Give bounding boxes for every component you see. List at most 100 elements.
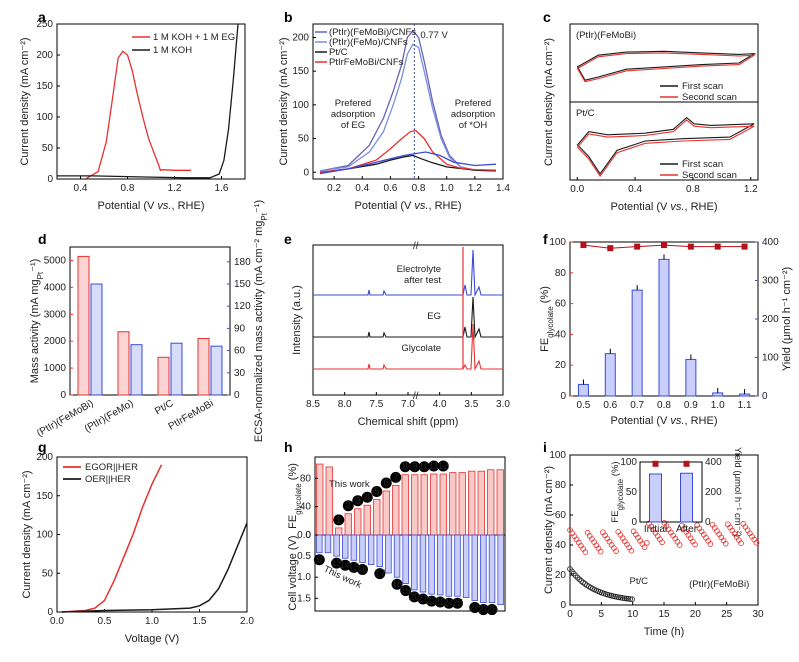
fe-bar <box>382 490 390 536</box>
y-tick-label: 1000 <box>44 363 67 374</box>
cv-loop-first <box>576 116 755 175</box>
fe-bar <box>458 472 466 536</box>
ref-number: 12 <box>438 461 450 472</box>
inset-y-tick-right: 0 <box>705 517 711 528</box>
y-tick-label: 300 <box>762 276 779 287</box>
ref-number: 14 <box>340 560 352 571</box>
voltage-bar <box>462 534 470 598</box>
voltage-bar <box>411 534 418 591</box>
y-tick-label: 200 <box>762 314 779 325</box>
series-line-red <box>61 464 163 613</box>
y-axis-label-right: ECSA-normalized mass activity (mA cm⁻² m… <box>253 200 269 442</box>
stability-point-ptc <box>576 576 583 583</box>
plot-frame-d <box>69 246 231 396</box>
x-tick-label: 0.0 <box>570 184 584 195</box>
bar-yield <box>577 383 589 397</box>
legend-entry: OER||HER <box>85 474 131 485</box>
stability-point-ptir <box>659 539 665 546</box>
stability-point-ptc <box>625 595 632 602</box>
x-tick-label: 4.0 <box>433 399 447 410</box>
stability-point-ptir <box>753 539 760 546</box>
trace-label: Glycolate <box>401 343 441 354</box>
ref-number: 9 <box>317 555 323 566</box>
ref-number: 23 <box>435 597 447 608</box>
stability-point-ptir <box>738 540 744 546</box>
y-tick-label: 5000 <box>44 255 67 266</box>
x-tick-label: 0.9 <box>684 400 698 411</box>
voltage-bar <box>471 534 478 601</box>
x-tick-label: 1.1 <box>738 400 752 411</box>
x-tick-label: 7.5 <box>369 399 383 410</box>
inset-fe-marker <box>683 460 690 467</box>
inset-y-tick-left: 100 <box>620 457 637 468</box>
y-tick-label: 60 <box>555 510 567 521</box>
series-line-purple <box>319 29 497 172</box>
legend-entry: Second scan <box>682 170 737 181</box>
y-tick-label: 100 <box>549 237 566 248</box>
bar-yield <box>712 392 724 397</box>
fe-bar <box>325 466 333 536</box>
stability-point-ptir <box>692 541 698 548</box>
y-tick-label: 150 <box>36 81 53 92</box>
ref-number: 1 <box>336 515 342 526</box>
bar-mass-activity <box>77 255 90 396</box>
inset-category-label: Initial <box>644 524 667 535</box>
trace-label: after test <box>404 275 441 286</box>
y-tick-label: 100 <box>762 353 779 364</box>
bar-yield <box>685 358 697 397</box>
y-tick-label: 50 <box>42 143 54 154</box>
ref-number: 4 <box>364 492 370 503</box>
fe-bar <box>363 504 371 536</box>
y-tick-label: 100 <box>292 100 309 111</box>
y-tick-label: 2000 <box>44 336 67 347</box>
fe-bar <box>392 484 400 536</box>
fe-bar <box>373 499 381 536</box>
y-tick-label: 0 <box>762 391 768 402</box>
bar-yield <box>658 258 670 397</box>
y-tick-label: 80 <box>300 473 312 484</box>
x-tick-label: 0.0 <box>50 616 64 627</box>
y-tick-label: 200 <box>36 50 53 61</box>
nmr-trace-black <box>313 296 503 340</box>
fe-line <box>583 244 745 249</box>
y-tick-label: 4000 <box>44 282 67 293</box>
ref-number: 19 <box>400 586 412 597</box>
x-tick-label: 15 <box>658 609 670 620</box>
voltage-bar <box>333 534 340 557</box>
y-tick-label: 50 <box>42 568 54 579</box>
fe-bar <box>439 473 447 536</box>
plot-frame-h-bottom <box>314 534 506 612</box>
bar-yield <box>604 353 616 397</box>
y-axis-label-top: FEglycolate (%) <box>287 463 303 529</box>
inset-frame <box>639 461 703 523</box>
inset-y-label-left: FEglycolate (%) <box>610 461 625 522</box>
ref-number: 22 <box>426 596 438 607</box>
ref-number: 7 <box>393 472 399 483</box>
bar-yield <box>631 289 643 397</box>
x-tick-label: 25 <box>721 609 733 620</box>
plot-frame-c-bottom <box>569 101 759 181</box>
y-tick-label: 0 <box>305 530 311 541</box>
series-line-blue <box>319 151 497 175</box>
x-tick-label: 1.6 <box>215 183 229 194</box>
x-tick-label: 1.0 <box>440 183 454 194</box>
y-tick-label: 40 <box>555 329 567 340</box>
y-tick-label: 400 <box>762 237 779 248</box>
inset-y-tick-right: 200 <box>705 487 722 498</box>
category-label: PtIrFeMoBi <box>167 398 216 433</box>
inset-y-tick-left: 0 <box>631 517 637 528</box>
inset-category-label: After <box>676 524 698 535</box>
ref-marker <box>452 597 463 609</box>
legend-entry: Second scan <box>682 92 737 103</box>
x-tick-label: 0 <box>567 609 573 620</box>
x-tick-label: 0.8 <box>686 184 700 195</box>
trace-label: EG <box>427 311 441 322</box>
this-work-label-top: This work <box>329 479 370 490</box>
stability-point-ptc <box>572 572 579 579</box>
y-tick-label: 0 <box>47 174 53 185</box>
voltage-bar <box>316 534 323 554</box>
stability-point-ptir <box>582 549 589 555</box>
voltage-bar <box>385 534 392 574</box>
voltage-bar <box>376 534 383 568</box>
ref-marker <box>339 559 351 571</box>
